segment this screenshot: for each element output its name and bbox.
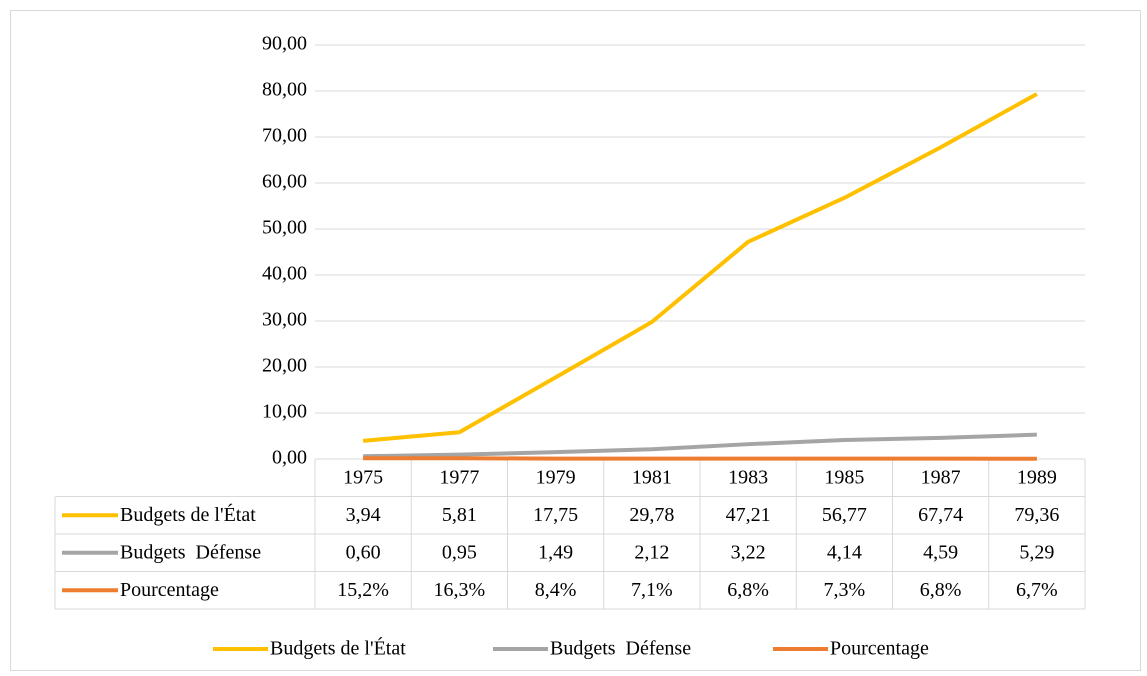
table-cell: 17,75 — [533, 504, 578, 526]
table-cell: 8,4% — [535, 579, 577, 601]
x-tick-label: 1975 — [343, 466, 383, 488]
legend-label: Pourcentage — [830, 638, 929, 660]
table-row-label: Budgets Défense — [120, 541, 261, 563]
table-cell: 6,7% — [1016, 579, 1058, 601]
table-cell: 15,2% — [337, 579, 389, 601]
table-cell: 16,3% — [434, 579, 486, 601]
table-cell: 29,78 — [629, 504, 674, 526]
table-cell: 5,29 — [1019, 541, 1054, 563]
table-cell: 47,21 — [726, 504, 771, 526]
table-cell: 79,36 — [1014, 504, 1059, 526]
x-tick-label: 1979 — [536, 466, 576, 488]
y-tick-label: 60,00 — [262, 171, 307, 193]
x-tick-label: 1989 — [1017, 466, 1057, 488]
table-cell: 7,1% — [631, 579, 673, 601]
y-tick-label: 50,00 — [262, 217, 307, 239]
x-tick-label: 1977 — [439, 466, 479, 488]
legend-label: Budgets de l'État — [270, 637, 406, 660]
y-tick-label: 70,00 — [262, 125, 307, 147]
table-cell: 0,95 — [442, 541, 477, 563]
x-tick-label: 1981 — [632, 466, 672, 488]
table-row-label: Pourcentage — [120, 579, 219, 601]
y-tick-label: 10,00 — [262, 401, 307, 423]
y-tick-label: 80,00 — [262, 79, 307, 101]
table-cell: 56,77 — [822, 504, 867, 526]
table-cell: 6,8% — [727, 579, 769, 601]
table-cell: 67,74 — [918, 504, 963, 526]
legend-label: Budgets Défense — [550, 638, 691, 660]
x-tick-label: 1983 — [728, 466, 768, 488]
table-cell: 6,8% — [920, 579, 962, 601]
x-tick-label: 1987 — [921, 466, 961, 488]
x-tick-label: 1985 — [824, 466, 864, 488]
y-tick-label: 40,00 — [262, 263, 307, 285]
table-cell: 2,12 — [634, 541, 669, 563]
y-tick-label: 20,00 — [262, 355, 307, 377]
table-row-label: Budgets de l'État — [120, 503, 256, 526]
table-cell: 4,59 — [923, 541, 958, 563]
table-cell: 7,3% — [824, 579, 866, 601]
series-line — [362, 92, 1038, 443]
chart-border — [10, 10, 1141, 671]
y-tick-label: 30,00 — [262, 309, 307, 331]
table-cell: 5,81 — [442, 504, 477, 526]
table-cell: 1,49 — [538, 541, 573, 563]
table-cell: 3,94 — [346, 504, 381, 526]
table-cell: 0,60 — [346, 541, 381, 563]
y-tick-label: 0,00 — [272, 447, 307, 469]
table-cell: 3,22 — [731, 541, 766, 563]
series-line — [363, 432, 1037, 459]
y-tick-label: 90,00 — [262, 33, 307, 55]
table-cell: 4,14 — [827, 541, 862, 563]
